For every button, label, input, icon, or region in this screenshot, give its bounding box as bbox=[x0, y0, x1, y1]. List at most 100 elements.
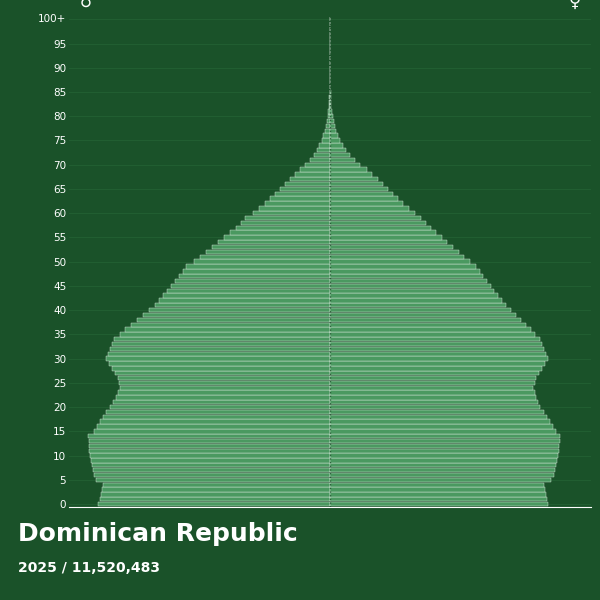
Bar bbox=[330, 177, 378, 181]
Bar bbox=[330, 172, 372, 176]
Bar bbox=[330, 454, 558, 458]
Bar bbox=[270, 196, 330, 201]
Bar bbox=[330, 274, 484, 278]
Bar bbox=[330, 143, 343, 148]
Bar bbox=[102, 487, 330, 492]
Bar bbox=[112, 342, 330, 346]
Bar bbox=[330, 109, 332, 113]
Bar bbox=[330, 167, 367, 172]
Bar bbox=[106, 356, 330, 361]
Bar bbox=[330, 410, 544, 414]
Bar bbox=[330, 376, 536, 380]
Bar bbox=[330, 400, 538, 404]
Bar bbox=[194, 259, 330, 264]
Bar bbox=[108, 352, 330, 356]
Bar bbox=[100, 497, 330, 502]
Bar bbox=[92, 463, 330, 467]
Bar bbox=[116, 395, 330, 400]
Bar bbox=[330, 473, 554, 477]
Bar bbox=[330, 352, 547, 356]
Bar bbox=[89, 439, 330, 443]
Bar bbox=[96, 478, 330, 482]
Bar bbox=[330, 133, 338, 138]
Bar bbox=[330, 303, 506, 307]
Bar bbox=[330, 221, 427, 225]
Bar bbox=[149, 308, 330, 313]
Bar bbox=[100, 419, 330, 424]
Bar bbox=[330, 95, 331, 99]
Bar bbox=[103, 482, 330, 487]
Bar bbox=[218, 240, 330, 244]
Bar bbox=[330, 429, 556, 434]
Bar bbox=[330, 124, 335, 128]
Bar bbox=[155, 303, 330, 307]
Bar bbox=[330, 381, 535, 385]
Bar bbox=[330, 328, 530, 332]
Bar bbox=[330, 415, 547, 419]
Bar bbox=[101, 492, 330, 497]
Bar bbox=[317, 148, 330, 152]
Bar bbox=[119, 386, 330, 390]
Bar bbox=[330, 163, 361, 167]
Bar bbox=[330, 240, 447, 244]
Bar bbox=[330, 391, 535, 395]
Bar bbox=[89, 449, 330, 453]
Bar bbox=[290, 177, 330, 181]
Bar bbox=[330, 245, 453, 250]
Bar bbox=[330, 187, 388, 191]
Bar bbox=[330, 439, 560, 443]
Bar bbox=[91, 458, 330, 463]
Bar bbox=[327, 119, 330, 123]
Bar bbox=[330, 386, 533, 390]
Bar bbox=[112, 366, 330, 371]
Text: 2025 / 11,520,483: 2025 / 11,520,483 bbox=[18, 561, 160, 575]
Bar bbox=[330, 265, 476, 269]
Bar bbox=[143, 313, 330, 317]
Bar bbox=[330, 478, 551, 482]
Bar bbox=[330, 361, 545, 365]
Bar bbox=[330, 289, 494, 293]
Bar bbox=[265, 202, 330, 206]
Bar bbox=[330, 313, 516, 317]
Bar bbox=[325, 128, 330, 133]
Bar bbox=[119, 381, 330, 385]
Bar bbox=[330, 434, 560, 439]
Bar bbox=[328, 109, 330, 113]
Bar bbox=[330, 284, 491, 288]
Bar bbox=[330, 458, 557, 463]
Bar bbox=[330, 202, 403, 206]
Bar bbox=[93, 468, 330, 472]
Bar bbox=[328, 114, 330, 118]
Bar bbox=[330, 502, 548, 506]
Bar bbox=[98, 502, 330, 506]
Bar bbox=[310, 158, 330, 162]
Bar bbox=[330, 191, 393, 196]
Bar bbox=[110, 347, 330, 351]
Bar bbox=[330, 308, 511, 313]
Bar bbox=[285, 182, 330, 186]
Bar bbox=[326, 124, 330, 128]
Bar bbox=[330, 226, 431, 230]
Bar bbox=[319, 143, 330, 148]
Bar bbox=[330, 206, 409, 211]
Bar bbox=[330, 196, 398, 201]
Bar bbox=[236, 226, 330, 230]
Bar bbox=[175, 279, 330, 283]
Bar bbox=[280, 187, 330, 191]
Bar bbox=[330, 153, 350, 157]
Bar bbox=[259, 206, 330, 211]
Bar bbox=[330, 424, 553, 429]
Bar bbox=[106, 410, 330, 414]
Bar bbox=[330, 298, 502, 302]
Bar bbox=[330, 259, 470, 264]
Text: ♂: ♂ bbox=[79, 0, 94, 11]
Bar bbox=[88, 434, 330, 439]
Bar bbox=[330, 337, 541, 341]
Bar bbox=[323, 133, 330, 138]
Bar bbox=[110, 405, 330, 409]
Bar bbox=[275, 191, 330, 196]
Text: ♀: ♀ bbox=[568, 0, 581, 11]
Bar bbox=[330, 347, 544, 351]
Bar bbox=[330, 128, 336, 133]
Bar bbox=[330, 100, 331, 104]
